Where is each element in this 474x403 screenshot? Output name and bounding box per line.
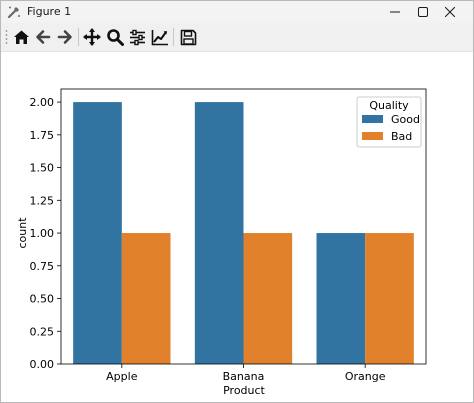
arrow-left-icon <box>36 30 51 44</box>
toolbar-separator <box>78 28 79 46</box>
navigation-toolbar <box>1 23 473 52</box>
zoom-button[interactable] <box>105 26 125 48</box>
y-tick-label: 1.25 <box>30 194 55 207</box>
legend-label-good: Good <box>391 113 420 126</box>
forward-button[interactable] <box>55 26 75 48</box>
y-tick-label: 1.00 <box>30 227 55 240</box>
legend-swatch-bad <box>362 132 383 140</box>
customize-button[interactable] <box>150 26 170 48</box>
legend-label-bad: Bad <box>391 130 412 143</box>
arrow-right-icon <box>57 30 72 44</box>
y-axis-label: count <box>16 217 29 249</box>
pan-button[interactable] <box>82 26 102 48</box>
x-tick-label: Banana <box>223 370 265 383</box>
subplots-button[interactable] <box>127 26 147 48</box>
y-tick-label: 0.00 <box>30 358 55 371</box>
minimize-icon <box>390 11 400 13</box>
y-tick-label: 0.25 <box>30 325 55 338</box>
maximize-icon <box>418 7 428 17</box>
bar-apple-bad <box>121 233 171 364</box>
y-tick-label: 2.00 <box>30 96 55 109</box>
matplotlib-app-icon <box>7 6 20 19</box>
move-icon <box>83 28 101 46</box>
bar-orange-good <box>316 233 366 364</box>
y-tick-label: 0.50 <box>30 293 55 306</box>
magnifier-icon <box>106 28 124 46</box>
legend: Quality Good Bad <box>356 96 422 148</box>
x-axis-label: Product <box>223 384 265 397</box>
line-chart-icon <box>151 29 168 45</box>
maximize-button[interactable] <box>400 1 446 23</box>
bar-banana-bad <box>243 233 293 364</box>
toolbar-separator <box>173 28 174 46</box>
window-title: Figure 1 <box>27 5 72 18</box>
title-bar[interactable]: Figure 1 <box>1 1 473 23</box>
save-button[interactable] <box>178 26 198 48</box>
home-icon <box>13 30 29 44</box>
minimize-button[interactable] <box>372 1 418 23</box>
figure-canvas[interactable]: Apple Banana Orange 0.00 0.25 0.50 0.75 1.00 1.2… <box>1 52 473 402</box>
bar-apple-good <box>73 102 122 364</box>
y-tick-label: 0.75 <box>30 260 55 273</box>
legend-title: Quality <box>369 99 409 112</box>
sliders-icon <box>129 29 145 45</box>
floppy-disk-icon <box>180 29 196 45</box>
legend-swatch-good <box>362 115 383 123</box>
bar-orange-bad <box>365 233 414 364</box>
axes-frame <box>60 88 427 365</box>
x-tick-label: Orange <box>345 370 386 383</box>
close-icon <box>445 7 455 17</box>
y-tick-label: 1.50 <box>30 162 55 175</box>
back-button[interactable] <box>33 26 53 48</box>
bar-chart: Apple Banana Orange 0.00 0.25 0.50 0.75 1.00 1.2… <box>16 88 427 397</box>
toolbar-grip[interactable] <box>5 29 8 45</box>
home-button[interactable] <box>11 26 31 48</box>
bar-banana-good <box>194 102 244 364</box>
x-tick-label: Apple <box>106 370 138 383</box>
y-tick-label: 1.75 <box>30 129 55 142</box>
close-button[interactable] <box>427 1 473 23</box>
